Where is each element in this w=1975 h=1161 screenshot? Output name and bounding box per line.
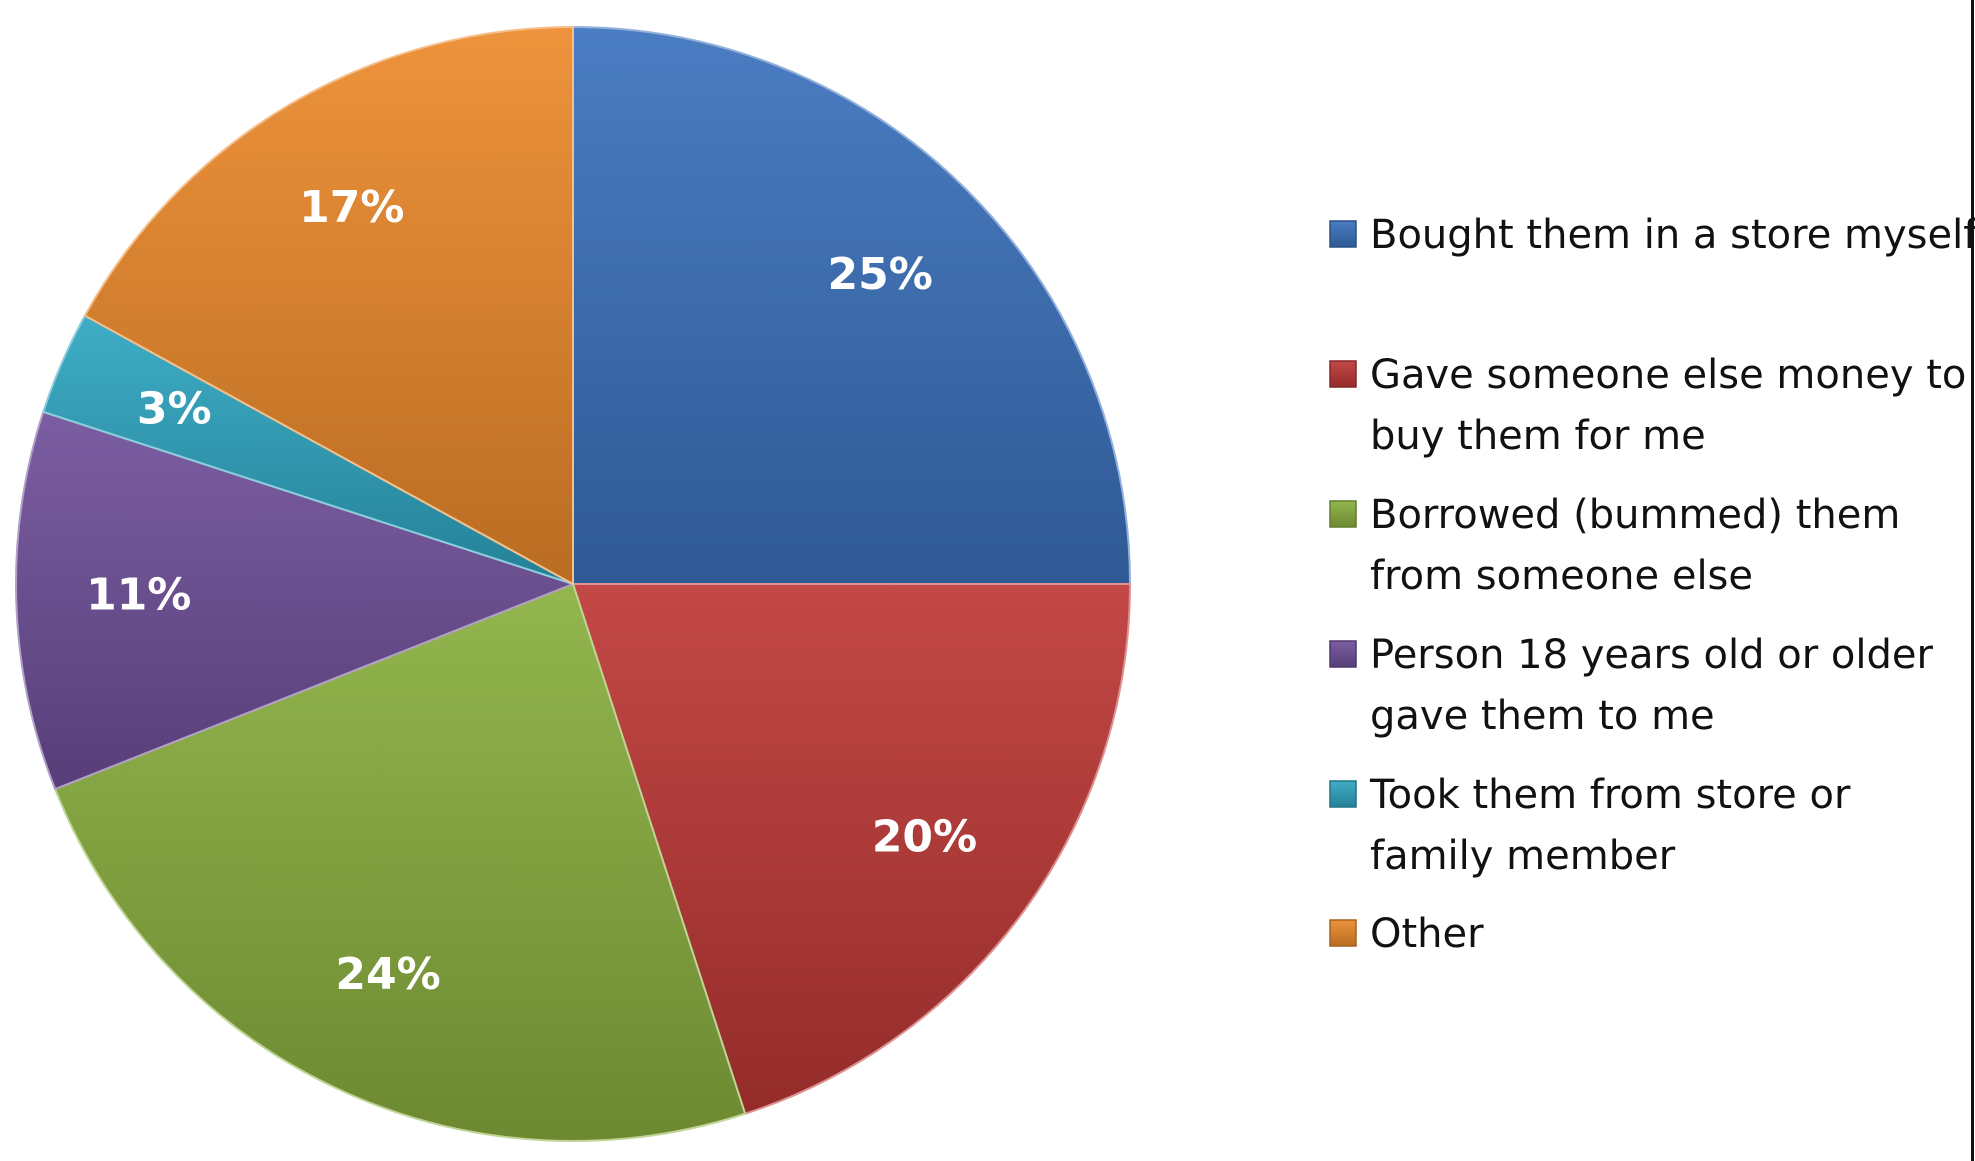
legend-item-bought-them-in-a-store-myself: Bought them in a store myself (1329, 212, 1975, 258)
pie-slice-bought-them-in-a-store-myself (572, 25, 1132, 585)
pie-slice-person-18-years-old-or-older-gave-them-to-me (15, 410, 576, 791)
legend-swatch-borrowed-bummed-them-from-someone-else (1329, 500, 1357, 528)
slice-value-label-gave-someone-else-money-to-buy-them-for-me: 20% (872, 811, 977, 862)
legend-swatch-bought-them-in-a-store-myself (1329, 220, 1357, 248)
legend-label-person-18-years-old-or-older-gave-them-to-me: Person 18 years old or older gave them to… (1370, 632, 1933, 739)
pie-slices (15, 25, 1132, 1143)
slice-value-label-other: 17% (299, 182, 404, 233)
legend-label-other: Other (1370, 911, 1484, 957)
legend-item-person-18-years-old-or-older-gave-them-to-me: Person 18 years old or older gave them to… (1329, 632, 1933, 739)
slice-value-label-borrowed-bummed-them-from-someone-else: 24% (335, 949, 440, 1000)
pie-slice-labels: 25% 20% 24% 11% 3% 17% (86, 182, 977, 1000)
legend-label-gave-someone-else-money-to-buy-them-for-me: Gave someone else money to buy them for m… (1370, 352, 1966, 459)
legend-item-gave-someone-else-money-to-buy-them-for-me: Gave someone else money to buy them for m… (1329, 352, 1966, 459)
pie-slice-borrowed-bummed-them-from-someone-else (53, 582, 747, 1143)
legend-item-other: Other (1329, 911, 1484, 957)
legend-swatch-gave-someone-else-money-to-buy-them-for-me (1329, 360, 1357, 388)
legend-swatch-person-18-years-old-or-older-gave-them-to-me (1329, 640, 1357, 668)
legend-item-borrowed-bummed-them-from-someone-else: Borrowed (bummed) them from someone else (1329, 492, 1900, 599)
legend-label-borrowed-bummed-them-from-someone-else: Borrowed (bummed) them from someone else (1370, 492, 1900, 599)
pie-slice-other (83, 25, 574, 586)
legend-item-took-them-from-store-or-family-member: Took them from store or family member (1329, 772, 1851, 879)
slice-value-label-person-18-years-old-or-older-gave-them-to-me: 11% (86, 570, 191, 621)
legend-label-bought-them-in-a-store-myself: Bought them in a store myself (1370, 212, 1975, 258)
legend-swatch-took-them-from-store-or-family-member (1329, 780, 1357, 808)
legend-label-took-them-from-store-or-family-member: Took them from store or family member (1369, 772, 1851, 879)
legend-swatch-other (1329, 919, 1357, 947)
pie-slice-gave-someone-else-money-to-buy-them-for-me (571, 583, 1132, 1116)
slice-value-label-took-them-from-store-or-family-member: 3% (137, 383, 212, 434)
legend: Bought them in a store myself Gave someon… (1329, 212, 1975, 957)
slice-value-label-bought-them-in-a-store-myself: 25% (828, 249, 933, 300)
frame-border (1971, 0, 1974, 1161)
